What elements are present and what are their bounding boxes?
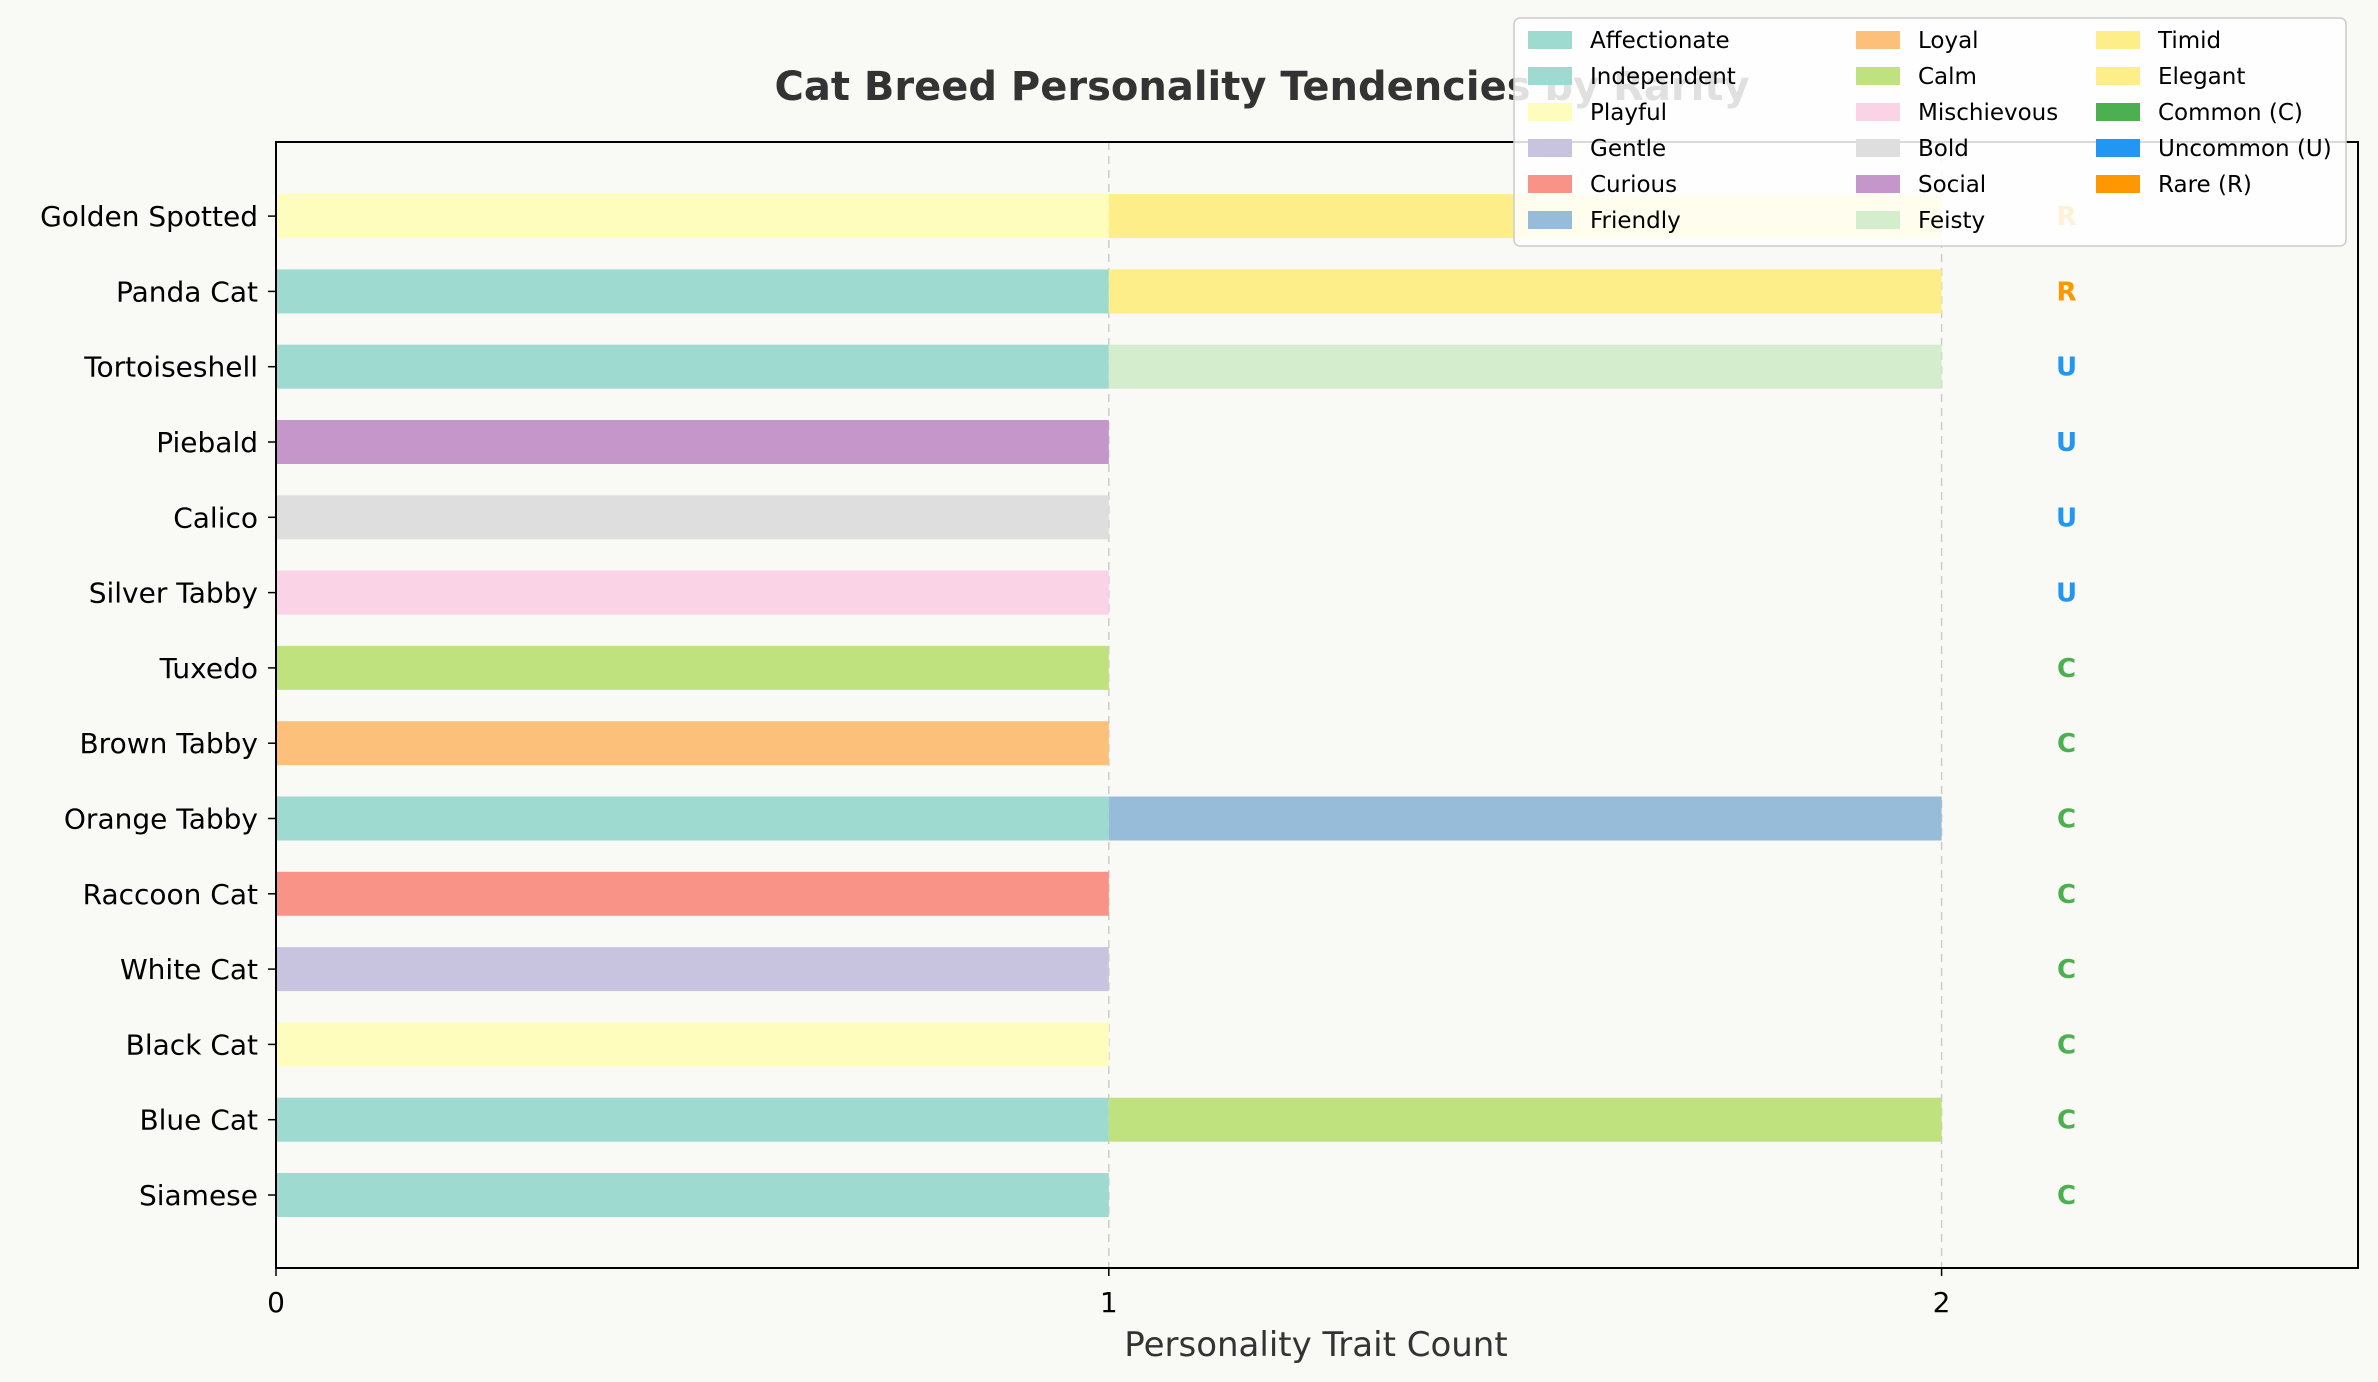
legend-swatch-rarity-u [2096,139,2140,157]
legend-label-bold: Bold [1918,136,1969,162]
legend-label-gentle: Gentle [1590,136,1666,162]
legend-swatch-elegant [2096,67,2140,85]
bar-calico-bold [276,495,1109,540]
legend-label-social: Social [1918,172,1986,198]
grid-lines [1108,142,1943,1268]
legend-swatch-playful [1528,103,1572,121]
legend-label-loyal: Loyal [1918,28,1979,54]
y-tick-label-golden-spotted: Golden Spotted [40,200,258,233]
legend-swatch-feisty [1856,211,1900,229]
bar-raccoon-cat-curious [276,871,1109,916]
legend-swatch-friendly [1528,211,1572,229]
bar-orange-tabby-affectionate [276,796,1109,841]
bar-golden-spotted-playful [276,194,1109,239]
legend-label-elegant: Elegant [2158,64,2245,90]
bar-silver-tabby-mischievous [276,570,1109,615]
rarity-label-white-cat: C [2057,955,2076,985]
legend-label-calm: Calm [1918,64,1977,90]
legend-label-curious: Curious [1590,172,1677,198]
legend-swatch-calm [1856,67,1900,85]
y-tick-label-calico: Calico [173,501,258,534]
y-tick-label-siamese: Siamese [139,1179,258,1212]
y-tick-label-white-cat: White Cat [120,953,258,986]
legend-swatch-curious [1528,175,1572,193]
bar-piebald-social [276,420,1109,464]
y-tick-label-black-cat: Black Cat [126,1028,258,1061]
legend-swatch-social [1856,175,1900,193]
y-tick-label-tuxedo: Tuxedo [159,652,258,685]
legend-label-affectionate: Affectionate [1590,28,1730,54]
rarity-label-siamese: C [2057,1181,2076,1211]
bar-tuxedo-calm [276,645,1109,690]
bar-white-cat-gentle [276,947,1109,992]
legend-swatch-loyal [1856,31,1900,49]
x-axis-label: Personality Trait Count [1124,1325,1507,1365]
rarity-label-piebald: U [2056,428,2077,458]
y-tick-label-raccoon-cat: Raccoon Cat [83,878,258,911]
plot-frame [275,141,2359,1269]
bar-panda-cat-timid [1108,269,1942,314]
legend-label-rarity-r: Rare (R) [2158,172,2252,198]
rarity-label-raccoon-cat: C [2057,880,2076,910]
y-tick-label-brown-tabby: Brown Tabby [79,727,258,760]
legend-swatch-bold [1856,139,1900,157]
legend-label-friendly: Friendly [1590,208,1681,234]
rarity-label-panda-cat: R [2057,277,2077,307]
x-tick-labels: 0 1 2 [267,1268,1951,1319]
y-tick-label-tortoiseshell: Tortoiseshell [83,351,258,384]
rarity-label-silver-tabby: U [2056,579,2077,609]
legend-swatch-independent [1528,67,1572,85]
legend-swatch-affectionate [1528,31,1572,49]
x-tick-label-2: 2 [1933,1286,1951,1319]
rarity-label-black-cat: C [2057,1030,2076,1060]
bar-tortoiseshell-feisty [1108,344,1942,389]
legend-label-playful: Playful [1590,100,1667,126]
legend-swatch-rarity-c [2096,103,2140,121]
y-tick-labels: Siamese Blue Cat Black Cat White Cat Raccoon… [40,200,276,1212]
y-tick-label-blue-cat: Blue Cat [139,1104,258,1137]
bar-orange-tabby-friendly [1108,796,1942,841]
bar-blue-cat-independent [276,1097,1109,1142]
rarity-label-tuxedo: C [2057,654,2076,684]
y-tick-label-piebald: Piebald [156,426,258,459]
legend-label-rarity-c: Common (C) [2158,100,2303,126]
rarity-label-blue-cat: C [2057,1106,2076,1136]
legend-label-rarity-u: Uncommon (U) [2158,136,2332,162]
legend-label-mischievous: Mischievous [1918,100,2058,126]
legend-swatch-rarity-r [2096,175,2140,193]
rarity-label-calico: U [2056,503,2077,533]
x-tick-label-0: 0 [267,1286,285,1319]
legend: Affectionate Independent Playful Gentle Curi… [1513,17,2347,247]
bar-panda-cat-independent [276,269,1109,314]
legend-label-independent: Independent [1590,64,1736,90]
legend-swatch-gentle [1528,139,1572,157]
y-tick-label-orange-tabby: Orange Tabby [64,803,258,836]
y-tick-label-panda-cat: Panda Cat [116,275,258,308]
bar-black-cat-playful [276,1022,1109,1067]
legend-swatch-timid [2096,31,2140,49]
y-tick-label-silver-tabby: Silver Tabby [89,577,258,610]
legend-label-timid: Timid [2157,28,2221,54]
rarity-label-orange-tabby: C [2057,805,2076,835]
bar-siamese-affectionate [276,1173,1109,1217]
legend-label-feisty: Feisty [1918,208,1985,234]
bar-blue-cat-calm [1108,1097,1942,1142]
rarity-label-tortoiseshell: U [2056,353,2077,383]
bar-brown-tabby-loyal [276,721,1109,766]
plot-area [276,142,2358,1268]
rarity-label-brown-tabby: C [2057,729,2076,759]
x-tick-label-1: 1 [1100,1286,1118,1319]
bar-tortoiseshell-independent [276,344,1109,389]
legend-swatch-mischievous [1856,103,1900,121]
